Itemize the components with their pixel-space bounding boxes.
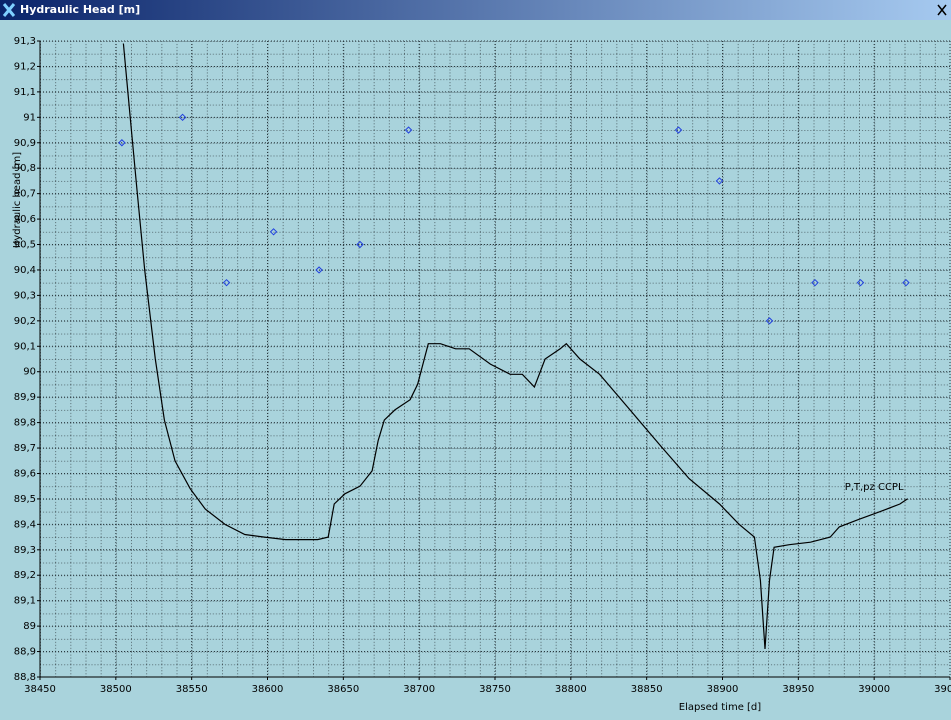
y-tick-label: 90,6 (14, 214, 36, 225)
close-button[interactable] (937, 4, 947, 16)
y-tick-label: 91 (23, 112, 36, 123)
x-tick-label: 39000 (858, 684, 890, 695)
x-tick-label: 38450 (24, 684, 56, 695)
y-tick-label: 89,7 (14, 443, 36, 454)
data-point (811, 278, 819, 287)
y-tick-label: 91,2 (14, 61, 36, 72)
data-point (715, 177, 724, 185)
y-tick-label: 89,5 (14, 494, 36, 505)
window-title: Hydraulic Head [m] (20, 3, 140, 16)
title-bar (0, 0, 951, 20)
y-tick-label: 90,4 (14, 265, 36, 276)
y-tick-label: 91,1 (14, 87, 36, 98)
x-tick-label: 39050 (934, 684, 951, 695)
x-tick-label: 38650 (327, 684, 359, 695)
y-tick-label: 88,8 (14, 672, 36, 683)
x-tick-label: 38600 (252, 684, 284, 695)
y-axis-label: Hydraulic head [m] (12, 152, 23, 248)
y-tick-label: 89,9 (14, 392, 36, 403)
data-point (674, 126, 683, 134)
x-tick-label: 38950 (782, 684, 814, 695)
y-tick-label: 89 (23, 621, 36, 632)
y-tick-label: 89,1 (14, 596, 36, 607)
data-point (856, 278, 865, 287)
data-point (315, 266, 323, 274)
data-point (222, 278, 231, 287)
data-point (902, 278, 910, 287)
y-tick-label: 89,4 (14, 519, 36, 530)
app-icon (2, 3, 16, 17)
y-tick-label: 89,8 (14, 418, 36, 429)
y-tick-label: 89,6 (14, 468, 36, 479)
y-tick-label: 90,8 (14, 163, 36, 174)
x-tick-label: 38800 (555, 684, 587, 695)
x-tick-label: 38550 (176, 684, 208, 695)
y-tick-label: 89,3 (14, 545, 36, 556)
x-tick-label: 38900 (707, 684, 739, 695)
y-tick-label: 90,1 (14, 341, 36, 352)
x-tick-label: 38500 (100, 684, 132, 695)
data-point (118, 139, 126, 147)
x-axis-label: Elapsed time [d] (679, 702, 761, 713)
y-tick-label: 90,9 (14, 138, 36, 149)
y-tick-label: 90,2 (14, 316, 36, 327)
data-point (356, 240, 364, 249)
data-point (765, 317, 774, 325)
y-tick-label: 90,5 (14, 240, 36, 251)
data-point (269, 228, 278, 236)
y-tick-label: 88,9 (14, 647, 36, 658)
y-tick-label: 90 (23, 367, 36, 378)
x-tick-label: 38750 (479, 684, 511, 695)
x-tick-label: 38850 (631, 684, 663, 695)
data-point (178, 113, 187, 122)
x-tick-label: 38700 (403, 684, 435, 695)
y-tick-label: 90,7 (14, 189, 36, 200)
y-tick-label: 91,3 (14, 36, 36, 47)
data-point (404, 126, 413, 134)
series-label: P,T,pz CCPL (845, 482, 904, 493)
y-tick-label: 90,3 (14, 290, 36, 301)
data-line (122, 43, 908, 650)
y-tick-label: 89,2 (14, 570, 36, 581)
